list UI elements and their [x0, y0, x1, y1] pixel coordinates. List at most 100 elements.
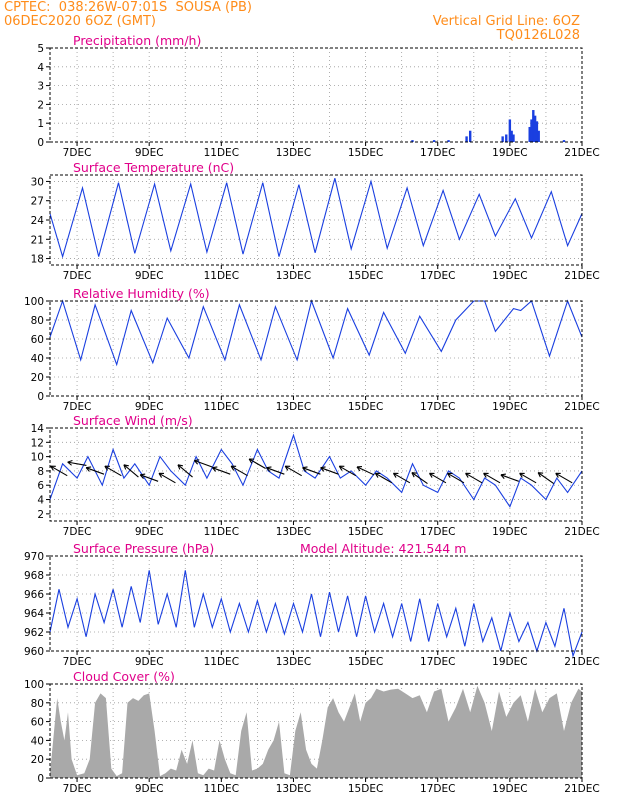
pressure-ytick-label: 970 — [24, 551, 44, 563]
wind-ytick-label: 2 — [37, 509, 44, 521]
precipitation-xtick-label: 19DEC — [492, 147, 527, 159]
precipitation-panel: 0 1 2 3 4 5 7DEC 9DEC 11DEC 13DEC 15DEC 17DEC 19DEC 2… — [37, 33, 599, 159]
wind-xtick-label: 11DEC — [204, 526, 239, 538]
wind-xtick-label: 15DEC — [348, 526, 383, 538]
cloud-cover-ytick-label: 60 — [31, 717, 44, 729]
wind-arrow-head — [67, 461, 72, 466]
precipitation-ytick-label: 1 — [37, 118, 44, 130]
temperature-frame — [49, 174, 583, 266]
wind-arrow-head — [374, 473, 379, 478]
wind-arrow — [85, 466, 105, 475]
wind-arrow-head — [194, 459, 200, 462]
wind-ytick-label: 12 — [31, 437, 44, 449]
pressure-title: Surface Pressure (hPa) — [73, 541, 214, 556]
cloud-cover-xtick-label: 9DEC — [135, 783, 164, 795]
wind-arrow-shaft — [483, 472, 501, 484]
wind-arrow-head — [500, 474, 505, 479]
temperature-ytick-label: 30 — [31, 176, 44, 188]
wind-title: Surface Wind (m/s) — [73, 413, 193, 428]
pressure-panel: 960 962 964 966 968 970 7DEC 9DEC 11DEC 13DEC 15DE… — [24, 541, 600, 668]
wind-arrow — [320, 466, 339, 475]
wind-arrow — [411, 472, 428, 484]
cloud-cover-xtick-label: 7DEC — [63, 783, 92, 795]
temperature-xtick-label: 19DEC — [492, 270, 527, 282]
wind-arrow-head — [302, 466, 308, 469]
wind-arrow — [266, 466, 285, 475]
wind-arrow — [248, 458, 266, 469]
wind-arrow — [230, 465, 248, 477]
wind-arrow-head — [193, 460, 199, 465]
wind-arrow-head — [177, 464, 181, 470]
wind-arrow-head — [320, 466, 326, 469]
wind-arrow-head — [140, 473, 146, 476]
wind-arrow-shaft — [537, 472, 555, 484]
wind-arrow-head — [429, 473, 433, 478]
pressure-line — [49, 570, 583, 658]
wind-arrow-head — [50, 465, 54, 471]
precipitation-xtick-label: 7DEC — [63, 147, 92, 159]
precip-bar — [505, 134, 508, 142]
wind-xtick-label: 7DEC — [63, 526, 92, 538]
wind-arrow-head — [104, 465, 108, 471]
pressure-xtick-label: 7DEC — [63, 656, 92, 668]
precip-bar — [533, 115, 537, 142]
wind-arrow-head — [320, 467, 325, 472]
wind-arrow-head — [266, 466, 272, 469]
precip-bar — [501, 136, 504, 142]
wind-arrow-shaft — [212, 467, 231, 475]
pressure-xtick-label: 19DEC — [492, 656, 527, 668]
humidity-xtick-label: 21DEC — [564, 401, 599, 413]
wind-arrow — [193, 459, 213, 468]
temperature-panel: 18 21 24 27 30 7DEC 9DEC 11DEC 13DEC 15DEC 17DEC 19… — [31, 160, 600, 282]
wind-arrow — [465, 472, 483, 484]
wind-arrow-shaft — [339, 465, 357, 477]
cloud-cover-title: Cloud Cover (%) — [73, 669, 175, 684]
wind-arrow — [139, 473, 159, 482]
precipitation-frame — [49, 47, 583, 143]
wind-arrow-head — [465, 473, 469, 478]
wind-arrow — [392, 472, 411, 484]
wind-arrow — [338, 465, 357, 477]
wind-panel: 2 4 6 8 10 12 14 7DEC 9DEC 11DEC 13DEC 15DEC 17DEC 19… — [31, 413, 600, 538]
wind-arrow-shaft — [320, 467, 339, 475]
cloud-cover-xtick-label: 15DEC — [348, 783, 383, 795]
wind-arrow-shaft — [85, 467, 105, 475]
temperature-ytick-label: 24 — [31, 215, 45, 227]
wind-ytick-label: 14 — [31, 423, 45, 435]
precipitation-xtick-label: 13DEC — [276, 147, 311, 159]
humidity-line — [49, 299, 583, 367]
header: CPTEC: 038:26W-07:01S SOUSA (PB) 06DEC20… — [0, 0, 618, 44]
temperature-line — [49, 178, 583, 259]
wind-arrow-head — [538, 472, 544, 474]
precipitation-xtick-label: 15DEC — [348, 147, 383, 159]
temperature-xtick-label: 11DEC — [204, 270, 239, 282]
wind-arrow-head — [356, 466, 361, 472]
wind-arrow — [500, 473, 519, 482]
humidity-xtick-label: 13DEC — [276, 401, 311, 413]
wind-arrow — [519, 472, 537, 484]
wind-arrow-shaft — [555, 472, 573, 484]
precipitation-ytick-label: 0 — [37, 137, 44, 149]
humidity-ytick-label: 80 — [31, 315, 44, 327]
cloud-cover-xtick-label: 21DEC — [564, 783, 599, 795]
wind-arrow-head — [248, 458, 253, 464]
cloud-cover-ytick-label: 40 — [31, 735, 44, 747]
wind-arrow-head — [302, 467, 307, 472]
wind-arrow-head — [411, 472, 417, 474]
pressure-xtick-label: 17DEC — [420, 656, 455, 668]
wind-arrow-head — [266, 467, 271, 472]
precip-bar — [468, 130, 472, 142]
wind-arrow — [555, 472, 573, 484]
wind-ytick-label: 8 — [37, 466, 44, 478]
temperature-title: Surface Temperature (nC) — [73, 160, 234, 175]
pressure-frame — [49, 555, 583, 652]
temperature-xtick-label: 9DEC — [135, 270, 164, 282]
wind-arrow-head — [85, 467, 90, 472]
wind-arrow — [429, 472, 447, 484]
wind-arrow-head — [483, 473, 487, 478]
wind-arrow-shaft — [375, 472, 393, 484]
humidity-ytick-label: 20 — [31, 372, 44, 384]
cloud-cover-xtick-label: 11DEC — [204, 783, 239, 795]
cloud-cover-xtick-label: 13DEC — [276, 783, 311, 795]
station-info: CPTEC: 038:26W-07:01S SOUSA (PB) — [4, 0, 252, 15]
